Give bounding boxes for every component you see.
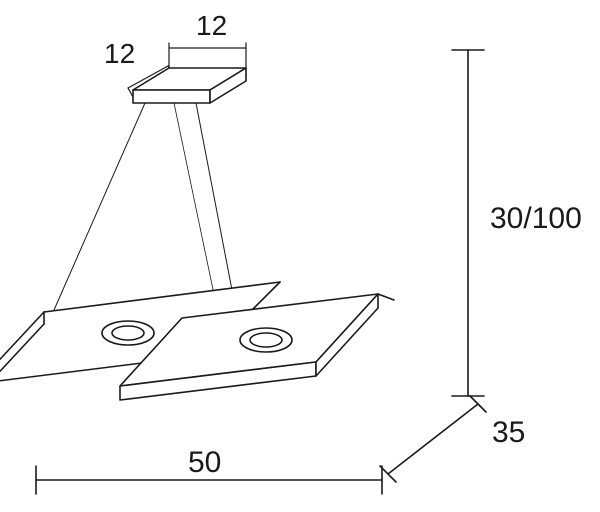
dim-depth xyxy=(380,396,486,482)
label-depth: 35 xyxy=(492,418,525,448)
diagram-stage: 12 12 30/100 35 50 xyxy=(0,0,600,512)
label-canopy-depth: 12 xyxy=(104,40,135,68)
label-height: 30/100 xyxy=(490,204,582,234)
dim-height xyxy=(452,50,484,396)
dim-canopy-width xyxy=(169,43,246,68)
label-canopy-width: 12 xyxy=(196,12,227,40)
ceiling-canopy xyxy=(133,68,246,103)
label-width: 50 xyxy=(188,448,221,478)
suspension-wires xyxy=(54,103,232,323)
